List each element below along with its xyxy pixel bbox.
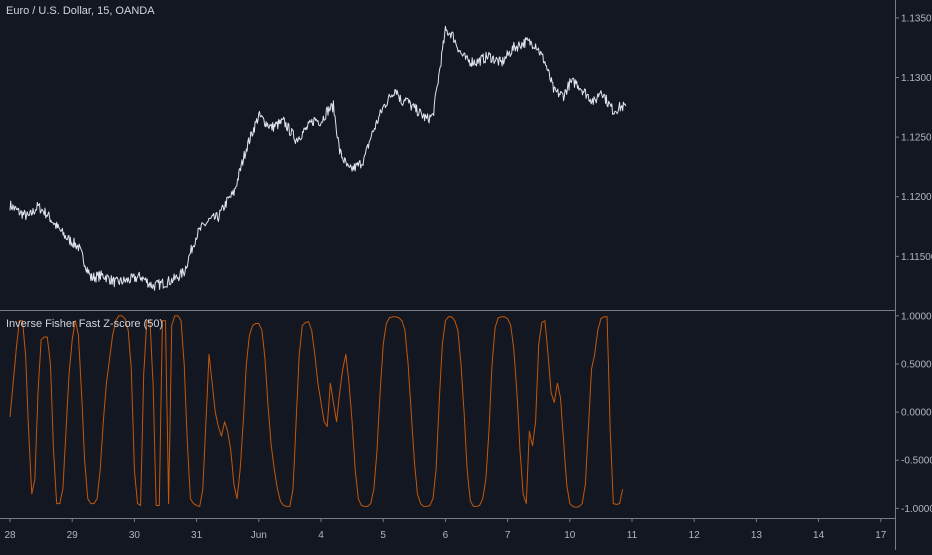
price-scale[interactable]: 1.13500 1.13000 1.12500 1.12000 1.11500 [895,13,932,263]
time-axis-tick-label: 31 [191,530,203,541]
time-axis-tick-label: 30 [129,530,141,541]
price-scale-tick-label: 1.11500 [901,252,932,263]
price-scale-tick-label: 1.12000 [901,192,932,203]
time-axis-tick-label: 7 [505,530,511,541]
price-legend: Euro / U.S. Dollar, 15, OANDA [6,5,155,17]
time-axis-tick-label: 11 [627,530,638,541]
time-axis-tick-label: 28 [4,530,16,541]
time-axis-tick-label: 5 [380,530,386,541]
indicator-series-line[interactable] [9,315,624,508]
time-axis-tick-label: 4 [318,530,324,541]
time-axis-tick-label: Jun [251,530,267,541]
indicator-legend: Inverse Fisher Fast Z-score (50) [6,318,164,330]
time-axis-tick-label: 12 [689,530,701,541]
price-scale-tick-label: 1.13000 [901,73,932,84]
price-panel[interactable] [9,25,627,291]
time-axis-tick-label: 10 [564,530,576,541]
time-axis-tick-label: 6 [443,530,449,541]
price-series-line[interactable] [9,25,627,291]
time-axis-tick-label: 17 [875,530,887,541]
time-axis[interactable]: 28 29 30 31 Jun 4 5 6 7 10 11 12 13 14 17 [4,518,887,541]
price-scale-tick-label: 1.12500 [901,133,932,144]
time-axis-tick-label: 29 [67,530,79,541]
time-axis-tick-label: 14 [813,530,825,541]
price-scale-tick-label: 1.13500 [901,13,932,24]
indicator-panel[interactable] [9,315,624,508]
time-axis-tick-label: 13 [751,530,763,541]
